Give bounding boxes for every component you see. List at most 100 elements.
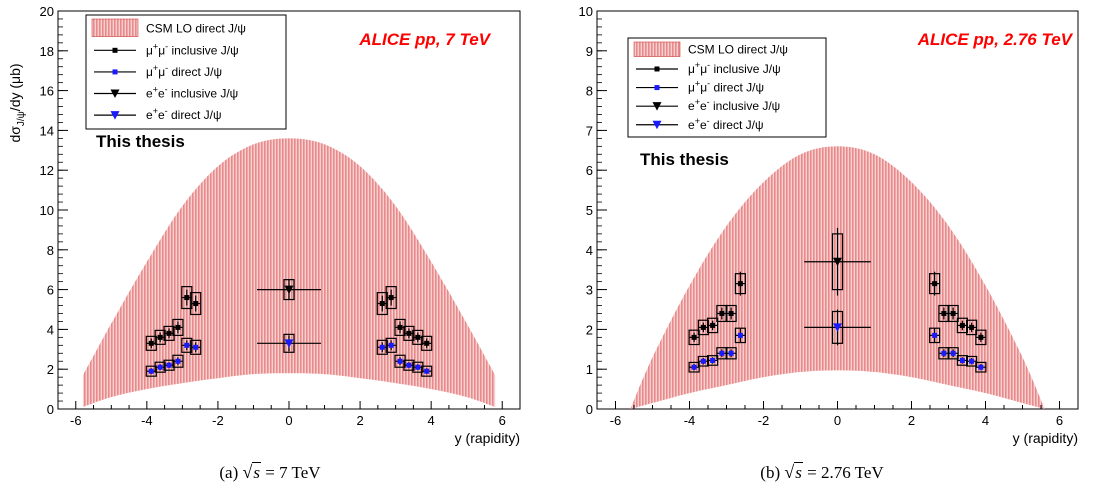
data-point bbox=[710, 357, 716, 363]
x-tick-label: 4 bbox=[428, 413, 435, 428]
x-tick-label: 6 bbox=[1056, 413, 1063, 428]
data-point bbox=[719, 350, 725, 356]
data-point bbox=[388, 342, 394, 348]
legend-marker bbox=[112, 47, 118, 53]
data-point bbox=[932, 332, 938, 338]
chart-2p76tev: -6 -4 -2 0 2 4 6 0 1 2 3 4 5 6 7 8 9 10 y (rapidity) CSM LO… bbox=[579, 4, 1079, 446]
sys-box bbox=[966, 355, 978, 367]
sys-box bbox=[172, 354, 184, 368]
data-point bbox=[424, 368, 430, 374]
sys-box bbox=[975, 361, 987, 373]
y-tick-label: 14 bbox=[40, 123, 54, 138]
caption-a: (a) √s = 7 TeV bbox=[219, 462, 321, 482]
data-point bbox=[397, 324, 403, 330]
x-tick-label: 6 bbox=[499, 413, 506, 428]
data-point bbox=[700, 358, 706, 364]
data-point bbox=[388, 295, 394, 301]
legend-marker bbox=[652, 120, 662, 130]
series-0 bbox=[145, 286, 433, 351]
sys-box bbox=[394, 354, 406, 368]
sys-box bbox=[688, 329, 700, 346]
x-tick-label: 0 bbox=[285, 413, 292, 428]
legend-band-swatch bbox=[633, 41, 681, 57]
data-point bbox=[415, 334, 421, 340]
data-point bbox=[710, 322, 716, 328]
sys-box bbox=[403, 325, 415, 341]
sys-box bbox=[145, 335, 157, 351]
sys-box bbox=[154, 361, 166, 373]
data-point bbox=[833, 323, 842, 332]
sys-box bbox=[947, 304, 959, 323]
sys-box bbox=[725, 304, 737, 323]
csm-band bbox=[82, 138, 496, 407]
x-tick-label: -2 bbox=[212, 413, 224, 428]
data-point bbox=[284, 285, 294, 295]
data-point bbox=[969, 358, 975, 364]
data-point bbox=[406, 362, 412, 368]
data-point bbox=[969, 324, 975, 330]
x-tick-label: -4 bbox=[684, 413, 696, 428]
data-point bbox=[166, 362, 172, 368]
sys-box bbox=[697, 355, 709, 367]
legend-marker bbox=[654, 85, 660, 91]
sys-box bbox=[421, 335, 433, 351]
data-point bbox=[406, 330, 412, 336]
y-axis: 0 1 2 3 4 5 6 7 8 9 10 bbox=[579, 4, 607, 417]
data-point bbox=[175, 324, 181, 330]
sys-box bbox=[190, 291, 202, 316]
data-point bbox=[941, 310, 947, 316]
legend-label: μ+μ- direct J/ψ bbox=[146, 63, 222, 79]
legend-label: e+e- inclusive J/ψ bbox=[146, 85, 238, 101]
y-tick-label: 4 bbox=[47, 322, 54, 337]
sys-box bbox=[190, 339, 202, 355]
y-tick-label: 6 bbox=[47, 283, 54, 298]
y-tick-label: 0 bbox=[47, 402, 54, 417]
series-1 bbox=[145, 337, 433, 377]
x-tick-label: -6 bbox=[70, 413, 82, 428]
legend-label: e+e- inclusive J/ψ bbox=[688, 97, 780, 113]
y-tick-label: 10 bbox=[579, 4, 593, 19]
data-point bbox=[397, 358, 403, 364]
data-point bbox=[978, 334, 984, 340]
sys-box bbox=[403, 359, 415, 371]
sys-box bbox=[181, 286, 193, 310]
y-tick-label: 12 bbox=[40, 163, 54, 178]
y-tick-label: 9 bbox=[586, 44, 593, 59]
data-point bbox=[737, 332, 743, 338]
y-axis-label: dσJ/ψ/dy (μb) bbox=[7, 63, 27, 142]
legend-marker bbox=[112, 69, 118, 75]
data-point bbox=[691, 334, 697, 340]
y-axis: 0 2 4 6 8 10 12 14 16 18 20 bbox=[40, 4, 68, 417]
y-tick-label: 3 bbox=[586, 283, 593, 298]
data-point bbox=[728, 310, 734, 316]
series-3 bbox=[804, 309, 871, 346]
data-point bbox=[379, 344, 385, 350]
y-tick-label: 2 bbox=[586, 322, 593, 337]
legend-label: μ+μ- inclusive J/ψ bbox=[146, 41, 239, 57]
x-axis-label: y (rapidity) bbox=[1013, 430, 1078, 446]
x-tick-label: -2 bbox=[758, 413, 770, 428]
x-tick-label: -6 bbox=[610, 413, 622, 428]
data-point bbox=[424, 340, 430, 346]
legend-marker bbox=[654, 66, 660, 72]
sys-box bbox=[385, 337, 397, 353]
sys-box bbox=[163, 359, 175, 371]
data-point bbox=[157, 334, 163, 340]
y-tick-label: 2 bbox=[47, 362, 54, 377]
data-point bbox=[379, 301, 385, 307]
x-tick-label: 2 bbox=[908, 413, 915, 428]
sys-box bbox=[947, 347, 959, 360]
sys-box bbox=[385, 286, 397, 310]
y-tick-label: 0 bbox=[586, 402, 593, 417]
x-tick-label: 4 bbox=[982, 413, 989, 428]
sys-box bbox=[966, 319, 978, 336]
y-tick-label: 4 bbox=[586, 243, 593, 258]
data-point bbox=[175, 358, 181, 364]
series-2 bbox=[257, 279, 321, 301]
legend-band-label: CSM LO direct J/ψ bbox=[688, 43, 788, 57]
data-point bbox=[148, 368, 154, 374]
legend-label: μ+μ- inclusive J/ψ bbox=[688, 60, 781, 76]
legend-band-label: CSM LO direct J/ψ bbox=[146, 21, 246, 35]
legend-label: e+e- direct J/ψ bbox=[688, 116, 764, 132]
legend-marker bbox=[652, 102, 662, 111]
